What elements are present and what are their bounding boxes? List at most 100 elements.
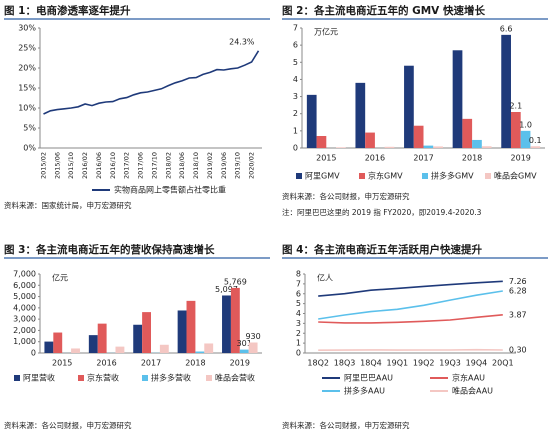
bar xyxy=(44,341,54,353)
bar xyxy=(520,130,531,148)
legend-swatch xyxy=(485,173,491,179)
y-tick-label: 0 xyxy=(296,349,301,358)
bar xyxy=(384,146,395,148)
y-tick-label: 25% xyxy=(18,44,36,53)
legend-label: 京东AAU xyxy=(452,373,485,383)
legend-swatch xyxy=(206,375,212,381)
legend-label: 唯品会营收 xyxy=(215,373,255,383)
bar xyxy=(413,125,424,148)
legend-label: 实物商品网上零售额占社零比重 xyxy=(114,185,226,195)
x-tick-label: 2016 xyxy=(96,359,116,368)
legend-swatch xyxy=(359,173,365,179)
chart-title: 图 3：各主流电商近五年的营收保持高速增长 xyxy=(4,243,215,256)
bar xyxy=(433,146,443,148)
x-tick-label: 2017 xyxy=(413,154,433,163)
x-tick-label: 19Q1 xyxy=(387,359,409,368)
x-tick-label: 2019 xyxy=(230,359,250,368)
bar xyxy=(177,310,187,353)
bar xyxy=(204,343,214,353)
x-tick-label: 2018/10 xyxy=(192,152,200,179)
x-tick-label: 2019 xyxy=(511,154,531,163)
y-tick-label: 3,000 xyxy=(13,315,36,324)
bar xyxy=(355,82,366,148)
bar xyxy=(71,348,80,353)
data-label: 2.1 xyxy=(509,102,522,111)
y-tick-label: 3 xyxy=(293,92,298,101)
x-tick-label: 2018/02 xyxy=(164,152,172,179)
data-label: 7.26 xyxy=(509,277,527,286)
x-tick-label: 2018 xyxy=(462,154,482,163)
y-tick-label: 7 xyxy=(296,279,301,288)
y-tick-label: 0 xyxy=(31,349,36,358)
y-tick-label: 7 xyxy=(293,24,298,33)
bar xyxy=(365,132,375,148)
bar xyxy=(306,94,317,148)
y-tick-label: 0% xyxy=(23,144,36,153)
bar xyxy=(472,139,482,148)
x-tick-label: 2016 xyxy=(365,154,385,163)
y-tick-label: 2,000 xyxy=(13,326,36,335)
legend-swatch xyxy=(142,375,148,381)
line xyxy=(318,280,503,297)
legend-swatch xyxy=(78,375,84,381)
bar xyxy=(222,295,231,353)
y-tick-label: 3 xyxy=(296,319,301,328)
x-tick-label: 2016/02 xyxy=(81,152,89,179)
x-tick-label: 2015/06 xyxy=(53,152,61,179)
chart-title: 图 4：各主流电商近五年活跃用户快速提升 xyxy=(282,243,482,256)
y-tick-label: 6 xyxy=(293,41,298,50)
y-tick-label: 15% xyxy=(18,84,36,93)
legend-label: 唯品会GMV xyxy=(494,171,537,181)
y-tick-label: 30% xyxy=(18,24,36,33)
bar xyxy=(186,300,196,353)
legend-label: 阿里GMV xyxy=(305,172,340,181)
source-note: 资料来源：国家统计局，申万宏源研究 xyxy=(4,200,132,210)
bar xyxy=(195,351,205,353)
y-tick-label: 2 xyxy=(293,109,298,118)
y-tick-label: 1 xyxy=(296,339,301,348)
y-tick-label: 4 xyxy=(296,309,301,318)
bar xyxy=(452,50,463,148)
data-label: 0.1 xyxy=(529,136,542,145)
legend-label: 唯品会AAU xyxy=(452,386,493,396)
bar xyxy=(248,342,258,353)
chart-title: 图 1：电商渗透率逐年提升 xyxy=(4,4,131,17)
chart-title: 图 2：各主流电商近五年的 GMV 快速增长 xyxy=(282,4,485,17)
legend-label: 拼多多GMV xyxy=(431,171,474,181)
line xyxy=(318,348,503,351)
legend-label: 阿里巴巴AAU xyxy=(344,374,393,383)
legend-label: 京东营收 xyxy=(87,373,119,383)
bar xyxy=(53,332,63,353)
y-tick-label: 5,000 xyxy=(13,292,36,301)
x-tick-label: 2015/02 xyxy=(39,152,47,179)
source-note: 资料来源：各公司财报，申万宏源研究 xyxy=(282,420,410,430)
bar xyxy=(230,287,240,353)
y-tick-label: 8 xyxy=(296,270,301,279)
y-tick-label: 7,000 xyxy=(13,270,36,279)
x-tick-label: 2017/02 xyxy=(123,152,131,179)
x-tick-label: 18Q2 xyxy=(307,359,329,368)
unit-label: 亿人 xyxy=(317,273,333,283)
bar xyxy=(530,146,541,148)
x-tick-label: 2015 xyxy=(316,154,336,163)
data-label: 1.0 xyxy=(519,120,532,129)
data-label: 5,769 xyxy=(224,277,247,286)
y-tick-label: 4,000 xyxy=(13,303,36,312)
bar xyxy=(423,145,434,148)
legend-swatch xyxy=(296,173,302,179)
legend-label: 京东GMV xyxy=(368,171,403,181)
y-tick-label: 20% xyxy=(18,64,36,73)
y-tick-label: 5% xyxy=(23,124,36,133)
x-tick-label: 2016/06 xyxy=(95,152,103,179)
y-tick-label: 0 xyxy=(293,144,298,153)
legend-label: 拼多多AAU xyxy=(344,386,385,396)
x-tick-label: 2015/10 xyxy=(67,152,75,179)
bar xyxy=(239,349,249,353)
y-tick-label: 5 xyxy=(293,58,298,67)
bar xyxy=(481,146,492,148)
bar xyxy=(115,346,125,353)
y-tick-label: 2 xyxy=(296,329,301,338)
bar xyxy=(510,112,521,148)
legend-label: 拼多多营收 xyxy=(151,373,191,383)
